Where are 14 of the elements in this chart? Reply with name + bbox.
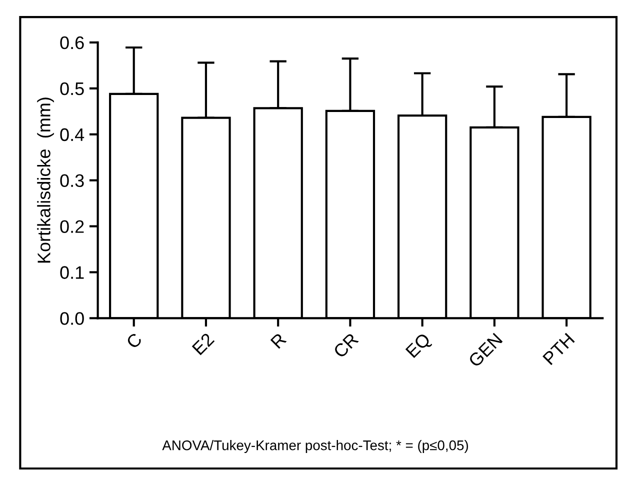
x-tick-label: R bbox=[270, 332, 287, 349]
x-tick-label: CR bbox=[332, 332, 359, 359]
x-tick-label: E2 bbox=[192, 332, 215, 356]
y-tick-label: 0.2 bbox=[60, 220, 84, 233]
y-tick-label: 0.1 bbox=[60, 266, 84, 279]
text: ANOVA/Tukey-Kramer post-hoc-Test; * = (p≤0,05) bbox=[162, 440, 468, 453]
y-axis-title: Kortikalisdicke (mm) bbox=[37, 98, 54, 263]
y-tick-label: 0.0 bbox=[60, 312, 84, 325]
x-tick-label: EQ bbox=[405, 332, 434, 360]
y-tick-label: 0.5 bbox=[60, 82, 84, 96]
y-tick-label: 0.6 bbox=[60, 36, 84, 50]
y-tick-label: 0.3 bbox=[60, 174, 84, 188]
y-tick-label: 0.4 bbox=[60, 128, 84, 142]
x-tick-label: C bbox=[126, 332, 143, 350]
